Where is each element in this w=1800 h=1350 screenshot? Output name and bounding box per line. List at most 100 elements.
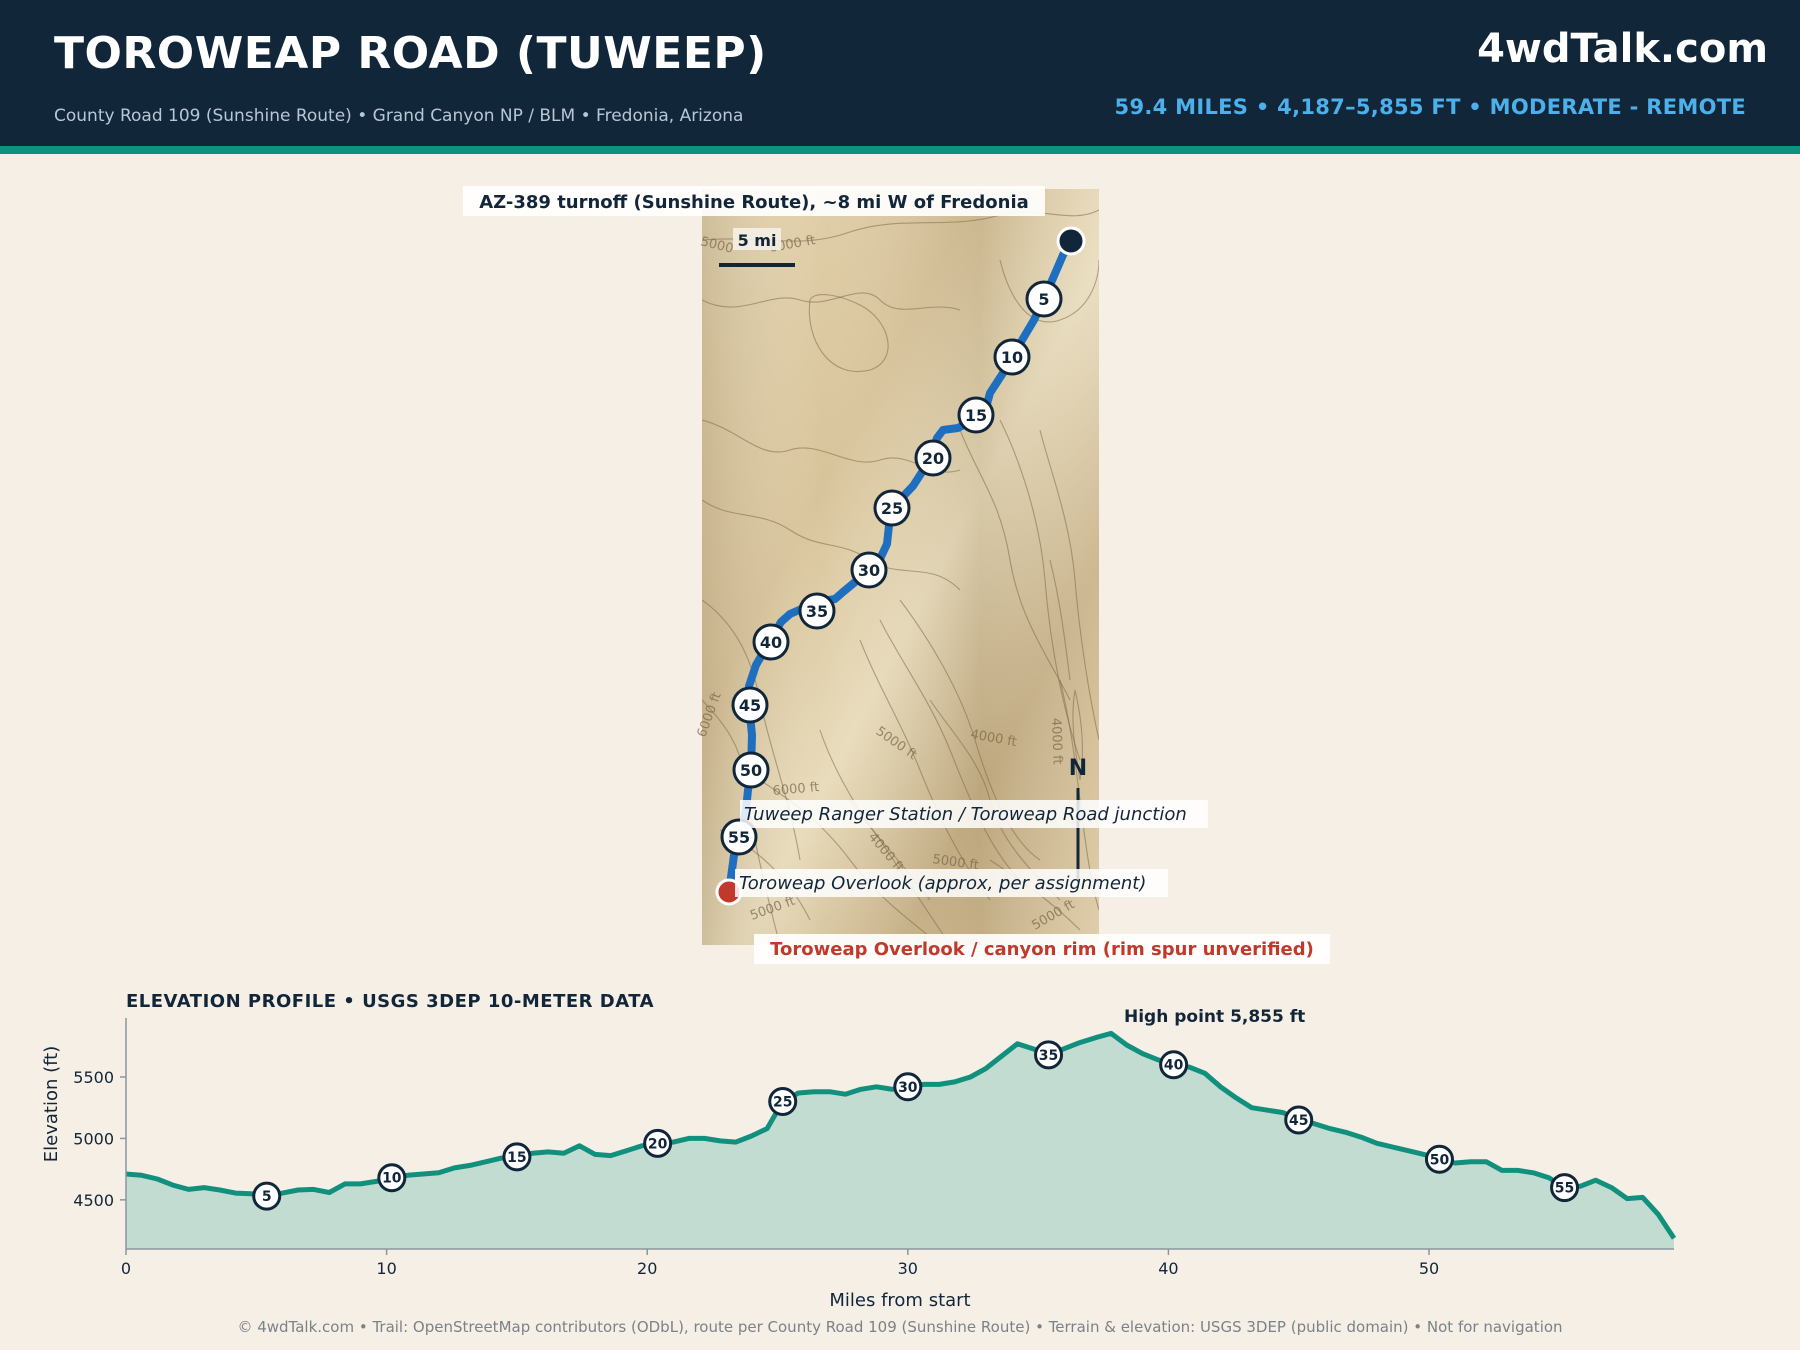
profile-mile-marker[interactable]: 15: [502, 1142, 532, 1172]
profile-mile-marker-label: 50: [1430, 1152, 1450, 1168]
map-mile-marker[interactable]: 5: [1025, 280, 1063, 318]
x-tick-label: 10: [376, 1259, 396, 1278]
map-mile-marker-label: 50: [740, 761, 762, 780]
scale-bar-label: 5 mi: [738, 231, 777, 250]
profile-mile-marker-circle: [893, 1072, 923, 1102]
profile-mile-marker[interactable]: 35: [1034, 1040, 1064, 1070]
map-mile-marker-label: 15: [965, 406, 987, 425]
x-axis-ticks: 0 10 20 30 40 50: [121, 1249, 1439, 1278]
profile-mile-marker[interactable]: 25: [768, 1087, 798, 1117]
y-tick-label: 5500: [73, 1068, 114, 1087]
map-mile-marker[interactable]: 40: [752, 623, 790, 661]
header-accent-bar: [0, 146, 1800, 154]
profile-mile-marker-circle: [768, 1087, 798, 1117]
profile-mile-marker-label: 25: [773, 1095, 792, 1111]
map-mile-marker-label: 30: [858, 561, 880, 580]
x-tick-label: 0: [121, 1259, 131, 1278]
contour-label: 4000 ft: [1048, 718, 1065, 765]
page-subtitle: County Road 109 (Sunshine Route) • Grand…: [54, 106, 744, 126]
profile-mile-marker-label: 20: [648, 1136, 668, 1152]
elevation-area: [126, 1033, 1674, 1249]
elevation-profile-chart: ELEVATION PROFILE • USGS 3DEP 10-METER D…: [41, 991, 1677, 1311]
profile-mile-marker-label: 5: [262, 1189, 272, 1205]
profile-mile-marker-label: 40: [1164, 1058, 1184, 1074]
map-mile-marker[interactable]: 10: [993, 338, 1031, 376]
map-mile-marker[interactable]: 50: [732, 751, 770, 789]
ranger-label-callout: Tuweep Ranger Station / Toroweap Road ju…: [740, 800, 1208, 828]
y-axis-label: Elevation (ft): [41, 1046, 62, 1162]
end-label-callout: Toroweap Overlook / canyon rim (rim spur…: [754, 934, 1330, 964]
map-mile-marker[interactable]: 30: [850, 551, 888, 589]
header-banner: [0, 0, 1800, 146]
trailhead-start-marker[interactable]: [1056, 226, 1086, 256]
overlook-label-callout: Toroweap Overlook (approx, per assignmen…: [735, 869, 1168, 897]
footer-text: © 4wdTalk.com • Trail: OpenStreetMap con…: [237, 1318, 1563, 1336]
x-tick-label: 20: [637, 1259, 657, 1278]
profile-mile-marker-circle: [1424, 1144, 1454, 1174]
profile-mile-marker-circle: [502, 1142, 532, 1172]
profile-mile-marker-label: 30: [898, 1080, 918, 1096]
profile-mile-marker[interactable]: 10: [377, 1163, 407, 1193]
profile-mile-marker[interactable]: 30: [893, 1072, 923, 1102]
profile-mile-marker[interactable]: 5: [252, 1181, 282, 1211]
terrain-map[interactable]: 5000 6000 ft 6000 ft 5000 ft 4000 ft 400…: [695, 189, 1099, 945]
x-axis-label: Miles from start: [829, 1290, 970, 1311]
trail-stats: 59.4 MILES • 4,187–5,855 FT • MODERATE -…: [1114, 95, 1746, 119]
profile-mile-marker-circle: [1159, 1050, 1189, 1080]
profile-mile-marker-circle: [252, 1181, 282, 1211]
map-mile-marker-label: 40: [760, 633, 782, 652]
overlook-label: Toroweap Overlook (approx, per assignmen…: [739, 873, 1146, 894]
map-mile-marker-label: 25: [881, 499, 903, 518]
map-mile-marker[interactable]: 20: [914, 439, 952, 477]
brand-logo[interactable]: 4wdTalk.com: [1477, 26, 1768, 72]
y-tick-label: 4500: [73, 1191, 114, 1210]
y-tick-label: 5000: [73, 1129, 114, 1148]
profile-mile-marker-label: 15: [507, 1150, 526, 1166]
high-point-annotation: High point 5,855 ft: [1124, 1007, 1305, 1027]
profile-mile-marker[interactable]: 50: [1424, 1144, 1454, 1174]
profile-mile-marker[interactable]: 55: [1550, 1173, 1580, 1203]
map-mile-marker-label: 20: [922, 449, 944, 468]
page-title: TOROWEAP ROAD (TUWEEP): [54, 28, 767, 79]
map-mile-marker[interactable]: 25: [873, 489, 911, 527]
profile-mile-marker-circle: [377, 1163, 407, 1193]
map-mile-marker-label: 55: [728, 828, 750, 847]
profile-title: ELEVATION PROFILE • USGS 3DEP 10-METER D…: [126, 991, 654, 1012]
x-tick-label: 40: [1158, 1259, 1178, 1278]
profile-mile-marker-circle: [1034, 1040, 1064, 1070]
x-tick-label: 30: [898, 1259, 918, 1278]
profile-mile-marker-circle: [643, 1128, 673, 1158]
map-mile-marker[interactable]: 15: [957, 396, 995, 434]
map-mile-marker-label: 35: [806, 602, 828, 621]
contour-label: 5000 ft: [931, 852, 979, 873]
map-mile-marker-label: 10: [1001, 348, 1023, 367]
profile-mile-marker-circle: [1550, 1173, 1580, 1203]
y-axis-ticks: 4500 5000 5500: [73, 1068, 126, 1210]
profile-mile-marker[interactable]: 45: [1284, 1105, 1314, 1135]
map-mile-marker-label: 5: [1038, 290, 1049, 309]
profile-mile-marker-circle: [1284, 1105, 1314, 1135]
x-tick-label: 50: [1419, 1259, 1439, 1278]
profile-mile-marker[interactable]: 40: [1159, 1050, 1189, 1080]
profile-mile-marker-label: 10: [382, 1171, 402, 1187]
end-label: Toroweap Overlook / canyon rim (rim spur…: [770, 939, 1314, 960]
scale-bar: 5 mi: [719, 228, 795, 267]
map-mile-marker[interactable]: 35: [798, 592, 836, 630]
start-label: AZ-389 turnoff (Sunshine Route), ~8 mi W…: [479, 192, 1029, 213]
north-arrow-label: N: [1069, 756, 1087, 781]
profile-mile-marker-label: 45: [1289, 1113, 1308, 1129]
profile-mile-marker-label: 35: [1039, 1048, 1058, 1064]
footer-attribution: © 4wdTalk.com • Trail: OpenStreetMap con…: [0, 1318, 1800, 1336]
map-mile-marker[interactable]: 55: [720, 818, 758, 856]
profile-mile-markers: 5 10 15 20 25 30 35 40 45 50 55: [252, 1040, 1580, 1211]
map-mile-marker[interactable]: 45: [731, 686, 769, 724]
ranger-station-label: Tuweep Ranger Station / Toroweap Road ju…: [744, 804, 1187, 825]
profile-mile-marker-label: 55: [1555, 1181, 1574, 1197]
contour-label: 6000 ft: [772, 780, 820, 799]
profile-mile-marker[interactable]: 20: [643, 1128, 673, 1158]
map-mile-marker-label: 45: [739, 696, 761, 715]
map-mile-markers: 5 10 15 20 25 30 35 40 45 50 55: [720, 280, 1063, 856]
contour-lines: [702, 209, 1099, 945]
start-label-callout: AZ-389 turnoff (Sunshine Route), ~8 mi W…: [463, 186, 1045, 216]
